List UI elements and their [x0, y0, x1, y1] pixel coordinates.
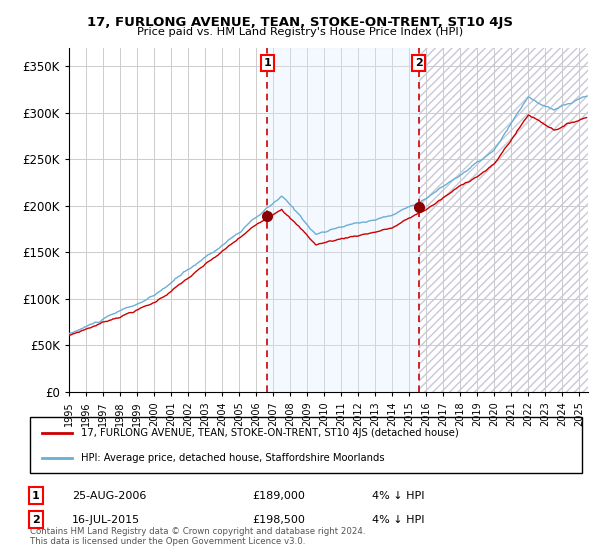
Bar	[419, 48, 588, 392]
Text: 17, FURLONG AVENUE, TEAN, STOKE-ON-TRENT, ST10 4JS (detached house): 17, FURLONG AVENUE, TEAN, STOKE-ON-TRENT…	[81, 428, 459, 438]
Text: 2: 2	[415, 58, 422, 68]
Bar	[267, 48, 419, 392]
Text: Price paid vs. HM Land Registry's House Price Index (HPI): Price paid vs. HM Land Registry's House …	[137, 27, 463, 37]
Text: £189,000: £189,000	[252, 491, 305, 501]
Text: Contains HM Land Registry data © Crown copyright and database right 2024.
This d: Contains HM Land Registry data © Crown c…	[30, 526, 365, 546]
Text: HPI: Average price, detached house, Staffordshire Moorlands: HPI: Average price, detached house, Staf…	[81, 452, 385, 463]
Text: 1: 1	[32, 491, 40, 501]
Text: 16-JUL-2015: 16-JUL-2015	[72, 515, 140, 525]
Text: 2: 2	[32, 515, 40, 525]
Text: £198,500: £198,500	[252, 515, 305, 525]
Text: 4% ↓ HPI: 4% ↓ HPI	[372, 515, 425, 525]
Text: 1: 1	[263, 58, 271, 68]
Text: 25-AUG-2006: 25-AUG-2006	[72, 491, 146, 501]
Text: 4% ↓ HPI: 4% ↓ HPI	[372, 491, 425, 501]
Text: 17, FURLONG AVENUE, TEAN, STOKE-ON-TRENT, ST10 4JS: 17, FURLONG AVENUE, TEAN, STOKE-ON-TRENT…	[87, 16, 513, 29]
